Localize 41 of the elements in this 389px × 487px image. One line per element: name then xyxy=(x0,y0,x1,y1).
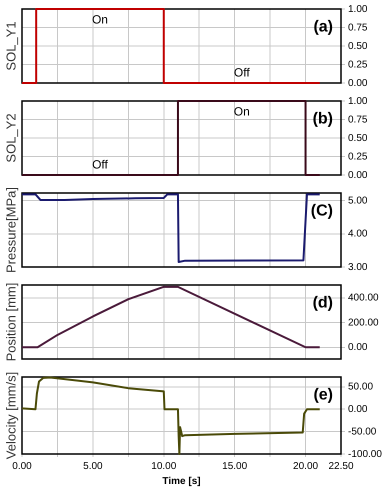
y-tick-label: 400.00 xyxy=(348,292,380,304)
x-tick-label: 10.00 xyxy=(151,460,177,472)
x-tick-label: 5.00 xyxy=(83,460,104,472)
y-tick-label: -100.00 xyxy=(348,448,382,460)
y-axis-title: Velocity [mm/s] xyxy=(4,372,19,460)
y-tick-label: 0.00 xyxy=(348,78,368,89)
annotation: (e) xyxy=(313,386,333,404)
y-tick-label: 3.00 xyxy=(348,262,368,273)
annotation: (b) xyxy=(312,110,333,128)
y-tick-label: 0.50 xyxy=(348,40,368,52)
annotation: Off xyxy=(92,158,109,172)
y-tick-label: 4.00 xyxy=(348,228,368,240)
y-axis-title: Position [mm] xyxy=(4,282,19,362)
y-tick-label: 0.00 xyxy=(348,170,368,181)
y-tick-label: 0.75 xyxy=(348,114,368,126)
annotation: On xyxy=(92,12,108,26)
y-tick-label: -50.00 xyxy=(348,426,377,438)
x-axis-title: Time [s] xyxy=(162,476,201,487)
y-tick-label: 0.25 xyxy=(348,151,368,162)
y-tick-label: 1.00 xyxy=(348,4,368,15)
y-tick-label: 200.00 xyxy=(348,317,380,328)
x-tick-label: 0.00 xyxy=(12,460,32,472)
y-axis-title: Pressure[MPa] xyxy=(4,187,19,273)
x-tick-label: 22.50 xyxy=(328,460,354,472)
y-tick-label: 0.50 xyxy=(348,132,368,144)
y-tick-label: 1.00 xyxy=(348,96,368,107)
annotation: (C) xyxy=(310,202,333,220)
y-tick-label: 0.00 xyxy=(348,404,368,415)
x-tick-label: 15.00 xyxy=(222,460,248,472)
annotation: (d) xyxy=(312,294,333,312)
annotation: On xyxy=(234,104,250,118)
y-tick-label: 0.25 xyxy=(348,59,368,70)
annotation: (a) xyxy=(313,18,333,36)
x-tick-label: 20.00 xyxy=(293,460,319,472)
y-tick-label: 50.00 xyxy=(348,382,374,393)
y-tick-label: 0.75 xyxy=(348,22,368,34)
y-axis-title: SOL_Y2 xyxy=(4,113,19,163)
annotation: Off xyxy=(234,66,250,80)
y-tick-label: 5.00 xyxy=(348,195,368,206)
y-tick-label: 0.00 xyxy=(348,342,368,354)
y-axis-title: SOL_Y1 xyxy=(4,21,19,71)
